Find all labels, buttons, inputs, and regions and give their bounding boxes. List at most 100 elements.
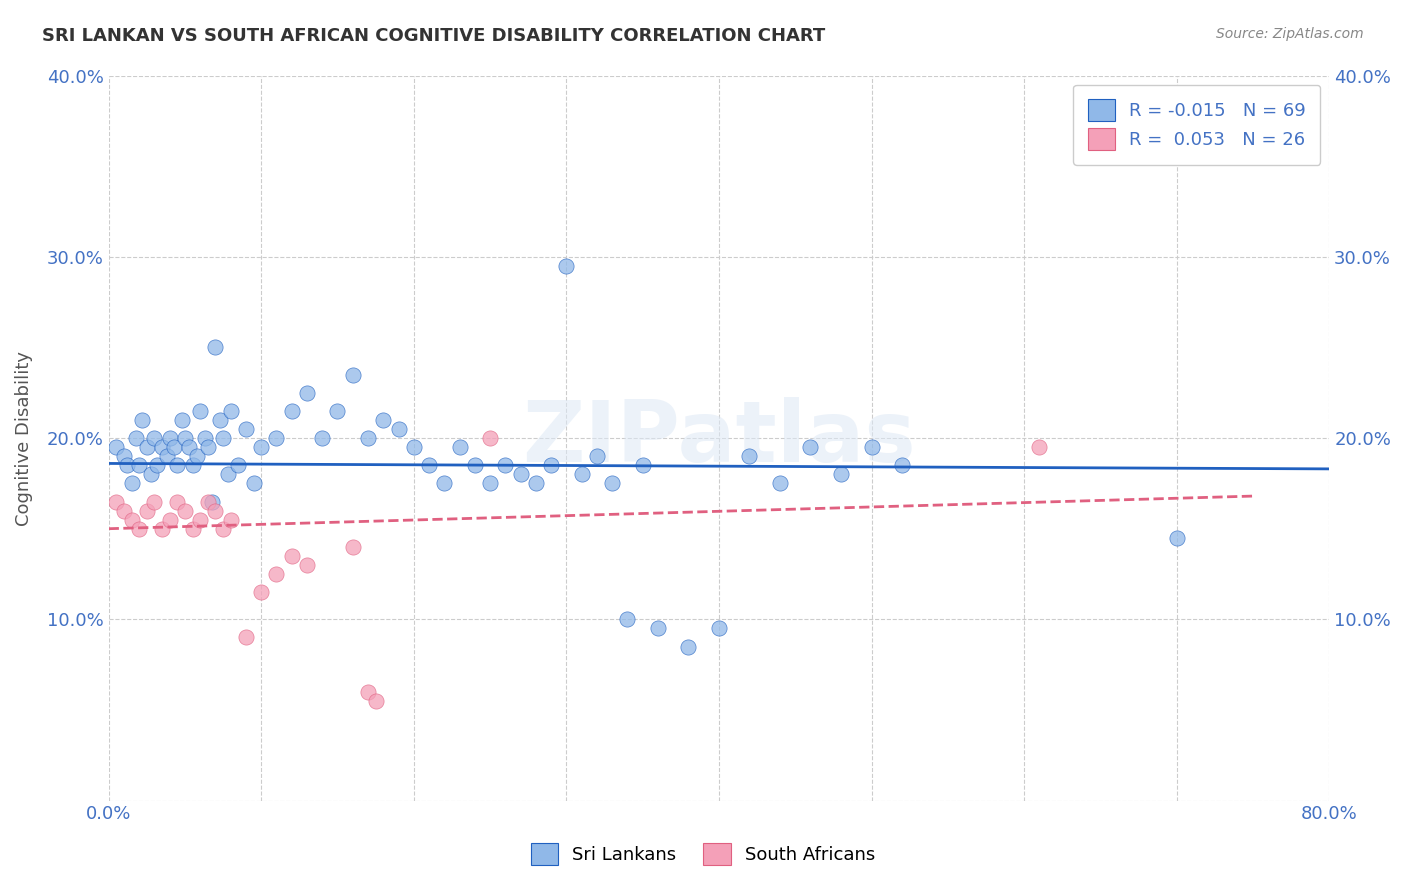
Point xyxy=(250,585,273,599)
Point xyxy=(219,404,242,418)
Point xyxy=(141,467,163,482)
Point xyxy=(357,685,380,699)
Point xyxy=(707,621,730,635)
Point xyxy=(150,440,173,454)
Point xyxy=(449,440,471,454)
Point xyxy=(295,385,318,400)
Point xyxy=(228,458,250,473)
Point xyxy=(418,458,440,473)
Point xyxy=(280,404,302,418)
Point xyxy=(112,449,135,463)
Text: Source: ZipAtlas.com: Source: ZipAtlas.com xyxy=(1216,27,1364,41)
Point xyxy=(433,476,456,491)
Point xyxy=(509,467,531,482)
Point xyxy=(266,431,288,445)
Point xyxy=(174,431,197,445)
Point xyxy=(194,431,217,445)
Point xyxy=(266,567,288,582)
Point xyxy=(219,513,242,527)
Point xyxy=(128,458,150,473)
Point xyxy=(326,404,349,418)
Point xyxy=(357,431,380,445)
Point xyxy=(121,513,143,527)
Point xyxy=(479,476,502,491)
Point xyxy=(212,431,235,445)
Point xyxy=(143,431,166,445)
Point xyxy=(166,458,188,473)
Point xyxy=(212,522,235,536)
Point xyxy=(105,494,128,508)
Point xyxy=(197,494,219,508)
Point xyxy=(464,458,486,473)
Point xyxy=(208,413,231,427)
Point xyxy=(188,404,211,418)
Point xyxy=(181,458,204,473)
Point xyxy=(204,340,226,354)
Point xyxy=(373,413,395,427)
Point xyxy=(342,368,364,382)
Point xyxy=(112,503,135,517)
Point xyxy=(105,440,128,454)
Point xyxy=(678,640,700,654)
Point xyxy=(197,440,219,454)
Point xyxy=(125,431,148,445)
Point xyxy=(494,458,516,473)
Point xyxy=(364,694,387,708)
Point xyxy=(250,440,273,454)
Point xyxy=(115,458,138,473)
Point xyxy=(235,422,257,436)
Legend: Sri Lankans, South Africans: Sri Lankans, South Africans xyxy=(522,834,884,874)
Point xyxy=(217,467,239,482)
Point xyxy=(135,440,157,454)
Point xyxy=(131,413,153,427)
Point xyxy=(295,558,318,572)
Point xyxy=(479,431,502,445)
Point xyxy=(830,467,852,482)
Point xyxy=(150,522,173,536)
Point xyxy=(163,440,186,454)
Point xyxy=(204,503,226,517)
Point xyxy=(170,413,193,427)
Point xyxy=(143,494,166,508)
Point xyxy=(586,449,609,463)
Point xyxy=(524,476,547,491)
Point xyxy=(891,458,914,473)
Y-axis label: Cognitive Disability: Cognitive Disability xyxy=(15,351,32,525)
Point xyxy=(616,612,638,626)
Point xyxy=(159,431,181,445)
Point xyxy=(242,476,264,491)
Point xyxy=(387,422,409,436)
Point xyxy=(166,494,188,508)
Point xyxy=(799,440,821,454)
Point xyxy=(647,621,669,635)
Point xyxy=(631,458,654,473)
Point xyxy=(769,476,792,491)
Point xyxy=(155,449,177,463)
Point xyxy=(181,522,204,536)
Point xyxy=(555,259,578,273)
Point xyxy=(571,467,593,482)
Point xyxy=(121,476,143,491)
Point xyxy=(159,513,181,527)
Point xyxy=(188,513,211,527)
Point xyxy=(128,522,150,536)
Point xyxy=(342,540,364,554)
Point xyxy=(860,440,883,454)
Point xyxy=(179,440,201,454)
Point xyxy=(135,503,157,517)
Point xyxy=(235,631,257,645)
Point xyxy=(146,458,169,473)
Point xyxy=(174,503,197,517)
Point xyxy=(540,458,562,473)
Point xyxy=(280,549,302,563)
Point xyxy=(600,476,623,491)
Point xyxy=(402,440,425,454)
Point xyxy=(1028,440,1050,454)
Text: SRI LANKAN VS SOUTH AFRICAN COGNITIVE DISABILITY CORRELATION CHART: SRI LANKAN VS SOUTH AFRICAN COGNITIVE DI… xyxy=(42,27,825,45)
Point xyxy=(738,449,761,463)
Point xyxy=(186,449,208,463)
Point xyxy=(311,431,333,445)
Text: ZIPatlas: ZIPatlas xyxy=(522,397,915,480)
Legend: R = -0.015   N = 69, R =  0.053   N = 26: R = -0.015 N = 69, R = 0.053 N = 26 xyxy=(1073,85,1320,165)
Point xyxy=(1166,531,1188,545)
